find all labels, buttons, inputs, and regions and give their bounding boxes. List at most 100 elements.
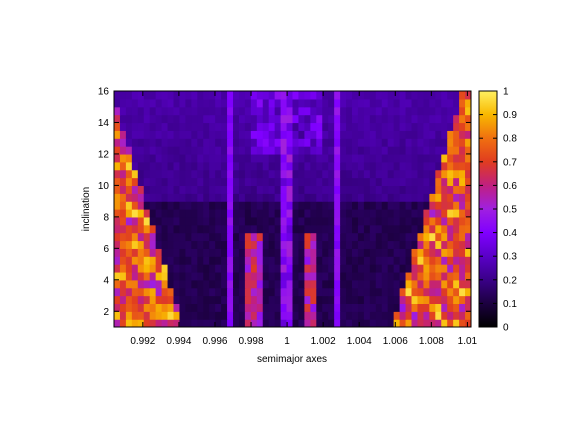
heatmap-cell <box>179 146 186 155</box>
heatmap-cell <box>227 295 234 304</box>
heatmap-cell <box>274 216 282 226</box>
heatmap-cell <box>262 240 270 249</box>
heatmap-cell <box>357 216 365 226</box>
heatmap-cell <box>280 209 288 218</box>
heatmap-cell <box>352 216 359 226</box>
heatmap-cell <box>369 311 377 320</box>
heatmap-cell <box>143 303 151 312</box>
heatmap-cell <box>262 209 270 218</box>
heatmap-cell <box>375 248 383 257</box>
heatmap-cell <box>238 271 246 281</box>
heatmap-cell <box>149 271 157 281</box>
heatmap-cell <box>227 106 234 116</box>
heatmap-cell <box>173 287 181 297</box>
heatmap-cell <box>221 91 228 100</box>
heatmap-cell <box>340 146 347 155</box>
heatmap-cell <box>334 122 341 131</box>
heatmap-cell <box>453 295 460 304</box>
heatmap-cell <box>221 248 228 257</box>
heatmap-cell <box>441 161 448 171</box>
x-tick-label: 1.004 <box>347 336 372 347</box>
x-tick-label: 0.996 <box>202 336 227 347</box>
heatmap-cell <box>465 177 471 186</box>
heatmap-cell <box>143 295 151 304</box>
heatmap-cell <box>221 161 228 171</box>
heatmap-cell <box>298 216 305 226</box>
heatmap-cell <box>173 161 181 171</box>
heatmap-cell <box>453 114 460 124</box>
heatmap-cell <box>435 240 442 249</box>
heatmap-cell <box>375 311 383 320</box>
heatmap-cell <box>197 177 204 186</box>
heatmap-cell <box>143 91 151 100</box>
heatmap-cell <box>292 319 300 327</box>
heatmap-cell <box>423 216 430 226</box>
heatmap-cell <box>131 209 139 218</box>
heatmap-cell <box>346 201 353 210</box>
heatmap-cell <box>399 264 407 273</box>
heatmap-cell <box>268 240 276 249</box>
heatmap-cell <box>292 264 300 273</box>
heatmap-cell <box>262 153 270 163</box>
x-tick-label: 1.008 <box>419 336 444 347</box>
heatmap-cell <box>292 256 300 265</box>
heatmap-cell <box>340 295 347 304</box>
heatmap-cell <box>346 216 353 226</box>
heatmap-cell <box>250 146 258 155</box>
heatmap-cell <box>363 114 371 124</box>
heatmap-cell <box>298 122 305 131</box>
heatmap-cell <box>328 240 335 249</box>
heatmap-cell <box>233 185 240 194</box>
heatmap-cell <box>250 264 258 273</box>
heatmap-cell <box>441 256 448 265</box>
heatmap-cell <box>304 114 311 124</box>
colorbar-tick-label: 0.1 <box>503 299 517 310</box>
heatmap-cell <box>250 177 258 186</box>
heatmap-cell <box>274 122 282 131</box>
heatmap-cell <box>191 91 198 100</box>
heatmap-cell <box>322 295 329 304</box>
heatmap-cell <box>185 287 192 297</box>
heatmap-cell <box>155 161 163 171</box>
heatmap-cell <box>262 138 270 147</box>
heatmap-cell <box>441 177 448 186</box>
heatmap-cell <box>221 209 228 218</box>
heatmap-cell <box>191 98 198 108</box>
heatmap-cell <box>131 232 139 242</box>
heatmap-cell <box>292 122 300 131</box>
colorbar-tick-label: 0.5 <box>503 205 517 216</box>
heatmap-cell <box>119 224 127 234</box>
heatmap-cell <box>298 130 305 139</box>
heatmap-cell <box>316 232 323 242</box>
heatmap-cell <box>179 130 186 139</box>
heatmap-cell <box>280 106 288 116</box>
heatmap-cell <box>304 193 311 202</box>
heatmap-cell <box>340 98 347 108</box>
heatmap-cell <box>137 240 145 249</box>
heatmap-cell <box>155 256 163 265</box>
heatmap-cell <box>227 122 234 131</box>
heatmap-cell <box>346 122 353 131</box>
heatmap-cell <box>340 161 347 171</box>
heatmap-cell <box>316 169 323 179</box>
heatmap-cell <box>435 311 442 320</box>
heatmap-cell <box>387 216 395 226</box>
heatmap-cell <box>149 287 157 297</box>
heatmap-cell <box>363 256 371 265</box>
heatmap-cell <box>149 122 157 131</box>
heatmap-cell <box>119 216 127 226</box>
heatmap-cell <box>227 248 234 257</box>
heatmap-cell <box>393 130 401 139</box>
heatmap-cell <box>453 201 460 210</box>
heatmap-cell <box>161 248 169 257</box>
heatmap-cell <box>357 146 365 155</box>
heatmap-cell <box>114 303 121 312</box>
heatmap-cell <box>221 114 228 124</box>
heatmap-cell <box>256 209 264 218</box>
heatmap-cell <box>423 256 430 265</box>
heatmap-cell <box>167 319 175 327</box>
heatmap-cell <box>352 146 359 155</box>
heatmap-cell <box>447 185 454 194</box>
heatmap-cell <box>340 279 347 289</box>
heatmap-cell <box>322 185 329 194</box>
